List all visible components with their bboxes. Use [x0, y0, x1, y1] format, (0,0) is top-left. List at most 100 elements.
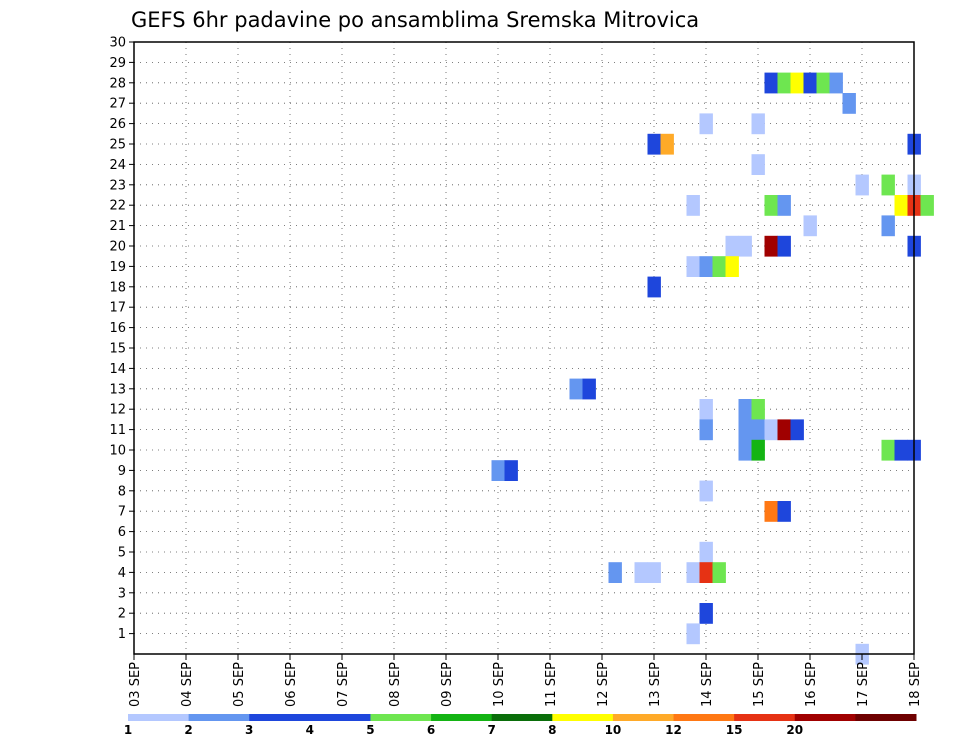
precip-cell — [777, 419, 791, 441]
precip-cell — [751, 154, 765, 175]
precip-cell — [699, 541, 713, 563]
precip-cell — [881, 174, 895, 196]
precip-cell — [725, 256, 739, 277]
y-tick-label: 26 — [109, 117, 126, 132]
legend-tick-label: 12 — [665, 723, 682, 737]
y-tick-label: 20 — [109, 240, 126, 255]
grid — [134, 42, 914, 654]
legend-tick-label: 5 — [366, 723, 374, 737]
legend-tick-label: 8 — [548, 723, 556, 737]
precip-cell — [920, 195, 934, 216]
data-cells — [491, 72, 934, 665]
legend-color-swatch — [855, 714, 917, 721]
x-tick-label: 18 SEP — [908, 662, 923, 707]
legend-tick-label: 2 — [184, 723, 192, 737]
precip-cell — [569, 378, 583, 400]
precip-cell — [686, 195, 700, 216]
precip-cell — [738, 419, 752, 441]
precip-cell — [829, 72, 843, 94]
precip-cell — [647, 133, 661, 155]
y-tick-label: 4 — [118, 566, 126, 581]
precip-cell — [634, 562, 648, 583]
precip-cell — [777, 235, 791, 257]
precip-cell — [686, 623, 700, 645]
precip-cell — [803, 215, 817, 237]
y-tick-label: 6 — [118, 525, 126, 540]
precip-cell — [712, 562, 726, 583]
legend-color-swatch — [370, 714, 432, 721]
y-tick-label: 30 — [109, 36, 126, 51]
x-tick-label: 11 SEP — [544, 662, 559, 707]
y-tick-label: 14 — [109, 362, 126, 377]
y-tick-label: 21 — [109, 219, 126, 234]
precip-cell — [699, 603, 713, 624]
y-tick-label: 1 — [118, 627, 126, 642]
legend-color-swatch — [612, 714, 675, 721]
precip-cell — [751, 399, 765, 420]
precip-cell — [699, 113, 713, 135]
precip-cell — [764, 195, 778, 216]
legend-color-swatch — [309, 714, 371, 721]
precip-cell — [881, 215, 895, 237]
y-tick-label: 27 — [109, 97, 126, 112]
y-tick-label: 2 — [118, 607, 126, 622]
precip-cell — [647, 562, 661, 583]
legend-tick-label: 20 — [786, 723, 803, 737]
x-tick-label: 14 SEP — [700, 662, 715, 707]
legend-tick-label: 3 — [245, 723, 253, 737]
precip-cell — [777, 195, 791, 216]
x-tick-label: 08 SEP — [388, 662, 403, 707]
precip-cell — [881, 439, 895, 461]
precip-cell — [660, 133, 674, 155]
precip-cell — [816, 72, 830, 94]
y-tick-label: 24 — [109, 158, 126, 173]
y-tick-label: 23 — [109, 178, 126, 193]
precip-cell — [894, 439, 908, 461]
legend-tick-label: 10 — [605, 723, 622, 737]
legend-tick-label: 4 — [306, 723, 314, 737]
legend-tick-label: 6 — [427, 723, 435, 737]
x-tick-label: 10 SEP — [492, 662, 507, 707]
y-axis: 1234567891011121314151617181920212223242… — [109, 36, 134, 642]
precip-cell — [738, 235, 752, 257]
precip-cell — [699, 399, 713, 420]
x-tick-label: 07 SEP — [336, 662, 351, 707]
x-tick-label: 03 SEP — [128, 662, 143, 707]
precip-cell — [777, 501, 791, 522]
precip-cell — [699, 419, 713, 441]
chart-title: GEFS 6hr padavine po ansamblima Sremska … — [131, 8, 699, 32]
precip-cell — [751, 419, 765, 441]
precip-cell — [712, 256, 726, 277]
legend-tick-label: 7 — [488, 723, 496, 737]
x-tick-label: 06 SEP — [284, 662, 299, 707]
legend-color-swatch — [431, 714, 493, 721]
precip-cell — [803, 72, 817, 94]
y-tick-label: 22 — [109, 199, 126, 214]
precip-cell — [699, 562, 713, 583]
y-tick-label: 12 — [109, 403, 126, 418]
precip-cell — [790, 72, 804, 94]
x-tick-label: 15 SEP — [752, 662, 767, 707]
legend-tick-label: 1 — [124, 723, 132, 737]
y-tick-label: 28 — [109, 76, 126, 91]
precip-cell — [686, 256, 700, 277]
precip-cell — [764, 235, 778, 257]
y-tick-label: 18 — [109, 280, 126, 295]
precip-cell — [686, 562, 700, 583]
precip-cell — [790, 419, 804, 441]
y-tick-label: 10 — [109, 444, 126, 459]
precip-cell — [777, 72, 791, 94]
x-tick-label: 04 SEP — [180, 662, 195, 707]
y-tick-label: 13 — [109, 382, 126, 397]
x-tick-label: 09 SEP — [440, 662, 455, 707]
y-tick-label: 3 — [118, 586, 126, 601]
legend-color-swatch — [673, 714, 735, 721]
y-tick-label: 29 — [109, 56, 126, 71]
precip-cell — [608, 562, 622, 583]
x-tick-label: 05 SEP — [232, 662, 247, 707]
precip-cell — [725, 235, 739, 257]
precip-cell — [764, 501, 778, 522]
precip-cell — [647, 276, 661, 298]
y-tick-label: 5 — [118, 546, 126, 561]
